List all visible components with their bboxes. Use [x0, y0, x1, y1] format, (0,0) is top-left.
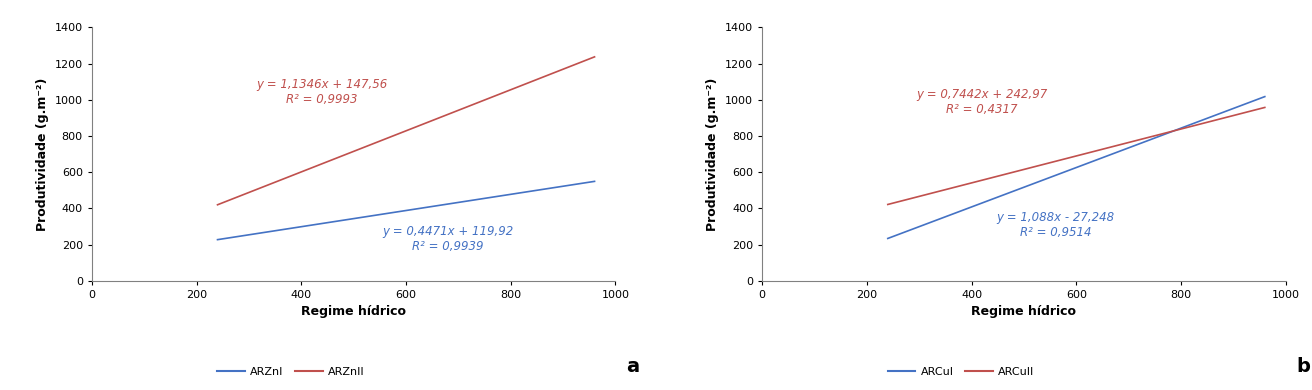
Text: y = 1,1346x + 147,56
R² = 0,9993: y = 1,1346x + 147,56 R² = 0,9993 [257, 78, 388, 106]
ARZnII [586, 55, 602, 59]
Text: y = 0,7442x + 242,97
R² = 0,4317: y = 0,7442x + 242,97 R² = 0,4317 [916, 87, 1048, 115]
Y-axis label: Produtividade (g.m⁻²): Produtividade (g.m⁻²) [37, 77, 49, 231]
ARCuII [880, 202, 896, 207]
ARZnI [586, 179, 602, 184]
ARZnI [210, 238, 226, 242]
Line: ARZnII: ARZnII [218, 57, 594, 205]
Legend: ARZnI, ARZnII: ARZnI, ARZnII [213, 362, 369, 381]
Text: y = 1,088x - 27,248
R² = 0,9514: y = 1,088x - 27,248 R² = 0,9514 [996, 211, 1114, 239]
Legend: ARCuI, ARCuII: ARCuI, ARCuII [883, 362, 1039, 381]
ARZnII [210, 202, 226, 207]
X-axis label: Regime hídrico: Regime hídrico [971, 305, 1076, 318]
Line: ARCuI: ARCuI [888, 97, 1265, 238]
Line: ARCuII: ARCuII [888, 107, 1265, 204]
Text: b: b [1296, 357, 1311, 376]
Line: ARZnI: ARZnI [218, 181, 594, 240]
Text: a: a [626, 357, 639, 376]
ARCuII [1257, 105, 1273, 110]
ARCuI [1257, 94, 1273, 99]
ARCuI [880, 236, 896, 241]
Y-axis label: Produtividade (g.m⁻²): Produtividade (g.m⁻²) [706, 77, 719, 231]
Text: y = 0,4471x + 119,92
R² = 0,9939: y = 0,4471x + 119,92 R² = 0,9939 [382, 225, 513, 253]
X-axis label: Regime hídrico: Regime hídrico [302, 305, 407, 318]
